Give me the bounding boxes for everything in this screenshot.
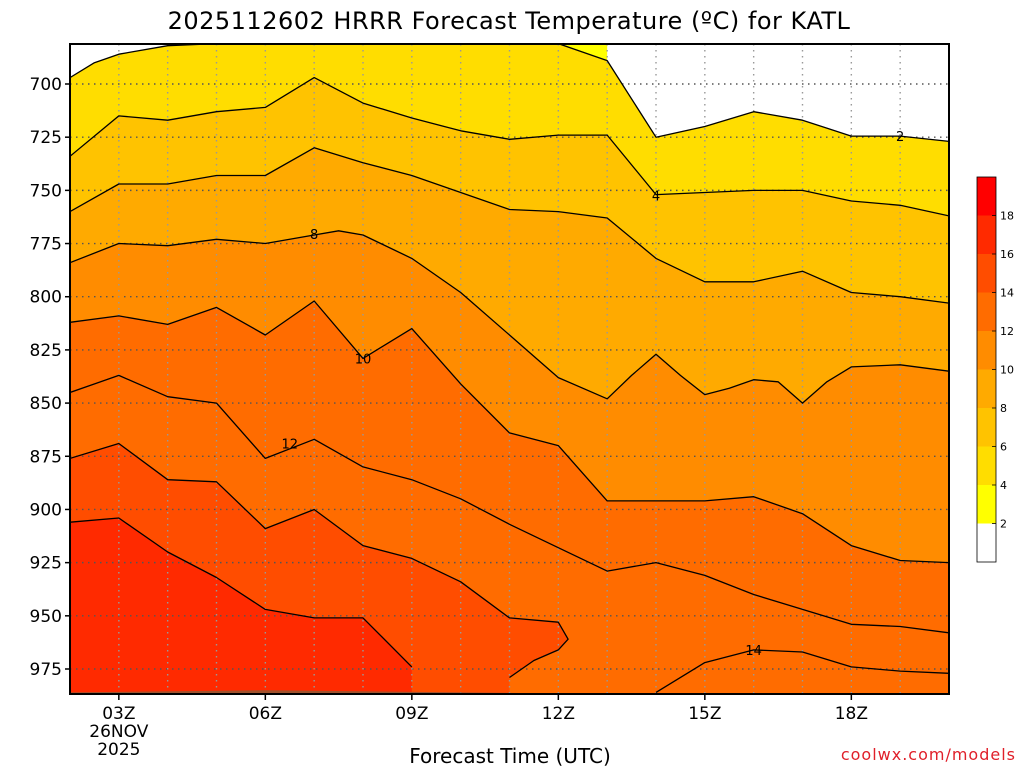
isotherm-labels: 2 4 8 10 12 14	[281, 130, 904, 659]
x-tick-sublabel-0: 26NOV	[89, 722, 148, 742]
colorbar-swatch-7	[977, 254, 996, 293]
x-axis-label: Forecast Time (UTC)	[409, 744, 611, 768]
isotherm-label-8: 8	[310, 228, 318, 243]
isotherm-2-line-0	[70, 44, 949, 143]
y-tick-label-725: 725	[30, 128, 62, 148]
y-tick-label-800: 800	[30, 288, 62, 308]
colorbar-swatch-1	[977, 485, 996, 524]
colorbar-label-2: 2	[1000, 518, 1007, 531]
colorbar-swatch-3	[977, 408, 996, 447]
isotherm-8-line-3	[70, 147, 949, 304]
y-tick-label-900: 900	[30, 500, 62, 520]
isotherm-label-4: 4	[652, 190, 660, 205]
isotherm-label-2: 2	[896, 130, 904, 145]
isotherm-10-line-4	[70, 300, 949, 564]
colorbar: 2 4 6 8 10 12 14 16 18	[976, 176, 1014, 563]
colorbar-swatch-5	[977, 331, 996, 370]
credit-link[interactable]: coolwx.com/models	[841, 745, 1016, 764]
isotherm-12-line-5	[70, 374, 949, 634]
y-tick-label-775: 775	[30, 235, 62, 255]
isotherm-label-12: 12	[281, 438, 298, 453]
colorbar-swatch-0	[977, 523, 996, 562]
y-tick-label-975: 975	[30, 660, 62, 680]
x-tick-label-18Z: 18Z	[835, 704, 868, 724]
colorbar-label-8: 8	[1000, 402, 1007, 415]
isotherm-12-line-6	[70, 442, 569, 679]
x-tick-label-09Z: 09Z	[395, 704, 428, 724]
y-tick-label-750: 750	[30, 181, 62, 201]
isotherm-14-line-7	[655, 649, 949, 693]
colorbar-label-14: 14	[1000, 287, 1014, 300]
colorbar-swatch-6	[977, 292, 996, 331]
isotherm-label-10: 10	[355, 352, 372, 367]
band-below-2-east	[607, 44, 949, 142]
colorbar-swatch-8	[977, 215, 996, 254]
colorbar-label-18: 18	[1000, 210, 1014, 223]
y-tick-label-825: 825	[30, 341, 62, 361]
colorbar-swatch-9	[977, 177, 996, 216]
x-tick-label-12Z: 12Z	[542, 704, 575, 724]
colorbar-swatch-4	[977, 369, 996, 408]
isotherm-4-line-1	[70, 76, 949, 217]
isotherm-14-line-8	[70, 517, 413, 668]
y-axis: 700 725 750 775 800 825 850 875 900 925 950 975	[30, 75, 70, 680]
y-tick-label-925: 925	[30, 554, 62, 574]
isotherm-contours	[70, 44, 949, 693]
x-tick-label-06Z: 06Z	[249, 704, 282, 724]
x-tick-label-03Z: 03Z	[102, 704, 135, 724]
vertical-gridlines	[118, 44, 949, 694]
x-tick-label-15Z: 15Z	[688, 704, 721, 724]
band-10-12-edge	[939, 471, 949, 516]
colorbar-label-10: 10	[1000, 364, 1014, 377]
isotherm-label-14: 14	[745, 644, 762, 659]
y-tick-label-875: 875	[30, 447, 62, 467]
colorbar-label-16: 16	[1000, 248, 1014, 261]
band-below-2	[70, 44, 217, 78]
plot-area	[70, 44, 949, 694]
colorbar-swatch-2	[977, 446, 996, 485]
isotherm-8-line-2	[70, 230, 949, 404]
y-tick-label-850: 850	[30, 394, 62, 414]
colorbar-label-6: 6	[1000, 441, 1007, 454]
y-tick-label-700: 700	[30, 75, 62, 95]
chart-title: 2025112602 HRRR Forecast Temperature (ºC…	[168, 7, 851, 35]
colorbar-label-12: 12	[1000, 325, 1014, 338]
colorbar-label-4: 4	[1000, 479, 1007, 492]
y-tick-label-950: 950	[30, 607, 62, 627]
plot-frame	[69, 43, 950, 695]
x-tick-sublabel-1: 2025	[97, 740, 140, 760]
